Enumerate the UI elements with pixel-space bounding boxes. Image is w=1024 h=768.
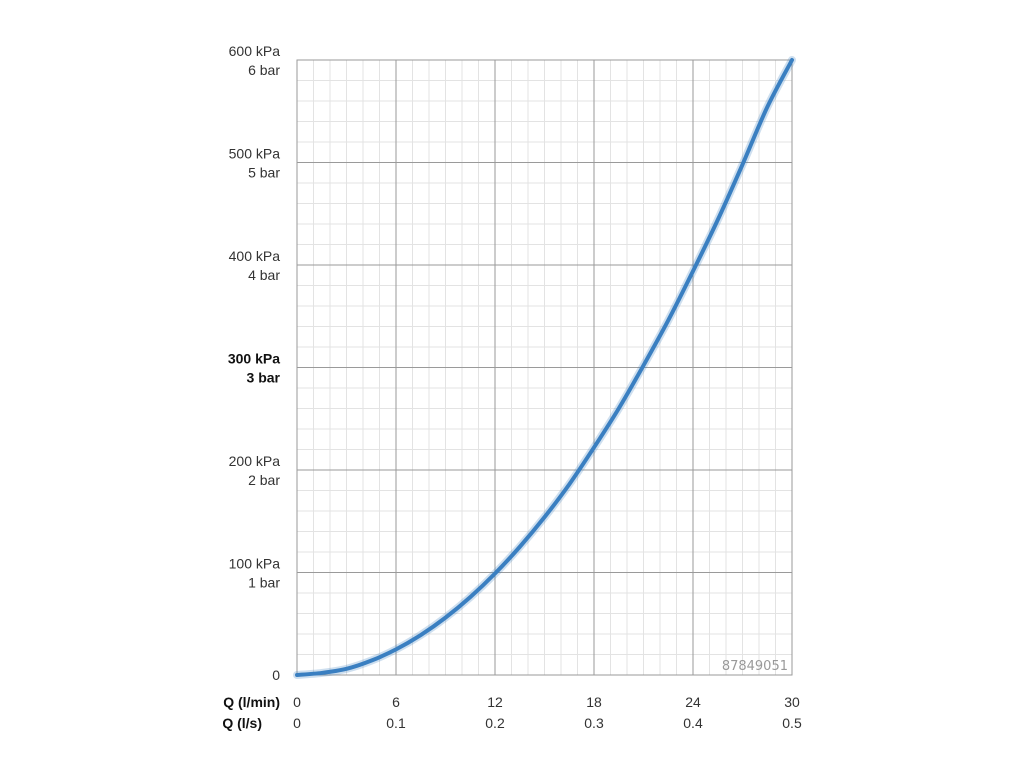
chart-id-annotation: 87849051 xyxy=(722,659,788,674)
x-axis-label-ls: Q (l/s) xyxy=(222,715,262,731)
x-tick-label-lmin: 18 xyxy=(586,694,602,710)
y-tick-label-kpa: 300 kPa xyxy=(228,351,280,367)
series-line xyxy=(295,58,794,677)
y-tick-label-kpa: 500 kPa xyxy=(229,146,281,162)
plot-frame xyxy=(296,59,793,676)
x-tick-label-lmin: 24 xyxy=(685,694,701,710)
y-tick-label-bar: 6 bar xyxy=(248,62,280,78)
x-axis-label-lmin: Q (l/min) xyxy=(223,694,280,710)
y-tick-label-bar: 2 bar xyxy=(248,472,280,488)
y-tick-label-bar: 5 bar xyxy=(248,165,280,181)
x-tick-label-ls: 0 xyxy=(293,715,301,731)
y-tick-label-bar: 1 bar xyxy=(248,575,280,591)
x-tick-label-lmin: 6 xyxy=(392,694,400,710)
major-gridlines xyxy=(296,59,793,676)
y-axis-tick-labels: 0 100 kPa 1 bar 200 kPa 2 bar 300 kPa 3 bar 400… xyxy=(228,43,281,683)
x-axis-tick-labels: 0 0 6 0.1 12 0.2 18 0.3 24 0.4 30 0.5 xyxy=(293,694,802,731)
x-tick-label-ls: 0.4 xyxy=(683,715,703,731)
x-tick-label-ls: 0.5 xyxy=(782,715,802,731)
x-tick-label-lmin: 30 xyxy=(784,694,800,710)
y-tick-label-bar: 4 bar xyxy=(248,267,280,283)
y-tick-label-kpa: 400 kPa xyxy=(229,248,281,264)
x-tick-label-ls: 0.3 xyxy=(584,715,604,731)
y-tick-label-kpa: 200 kPa xyxy=(229,453,281,469)
y-tick-label-kpa: 100 kPa xyxy=(229,556,281,572)
x-tick-label-ls: 0.2 xyxy=(485,715,505,731)
x-tick-label-lmin: 0 xyxy=(293,694,301,710)
y-tick-label-kpa: 600 kPa xyxy=(229,43,281,59)
series-layer xyxy=(293,56,796,679)
x-tick-label-ls: 0.1 xyxy=(386,715,406,731)
y-tick-label-bar: 3 bar xyxy=(247,370,281,386)
x-tick-label-lmin: 12 xyxy=(487,694,503,710)
y-tick-label-kpa: 0 xyxy=(272,667,280,683)
